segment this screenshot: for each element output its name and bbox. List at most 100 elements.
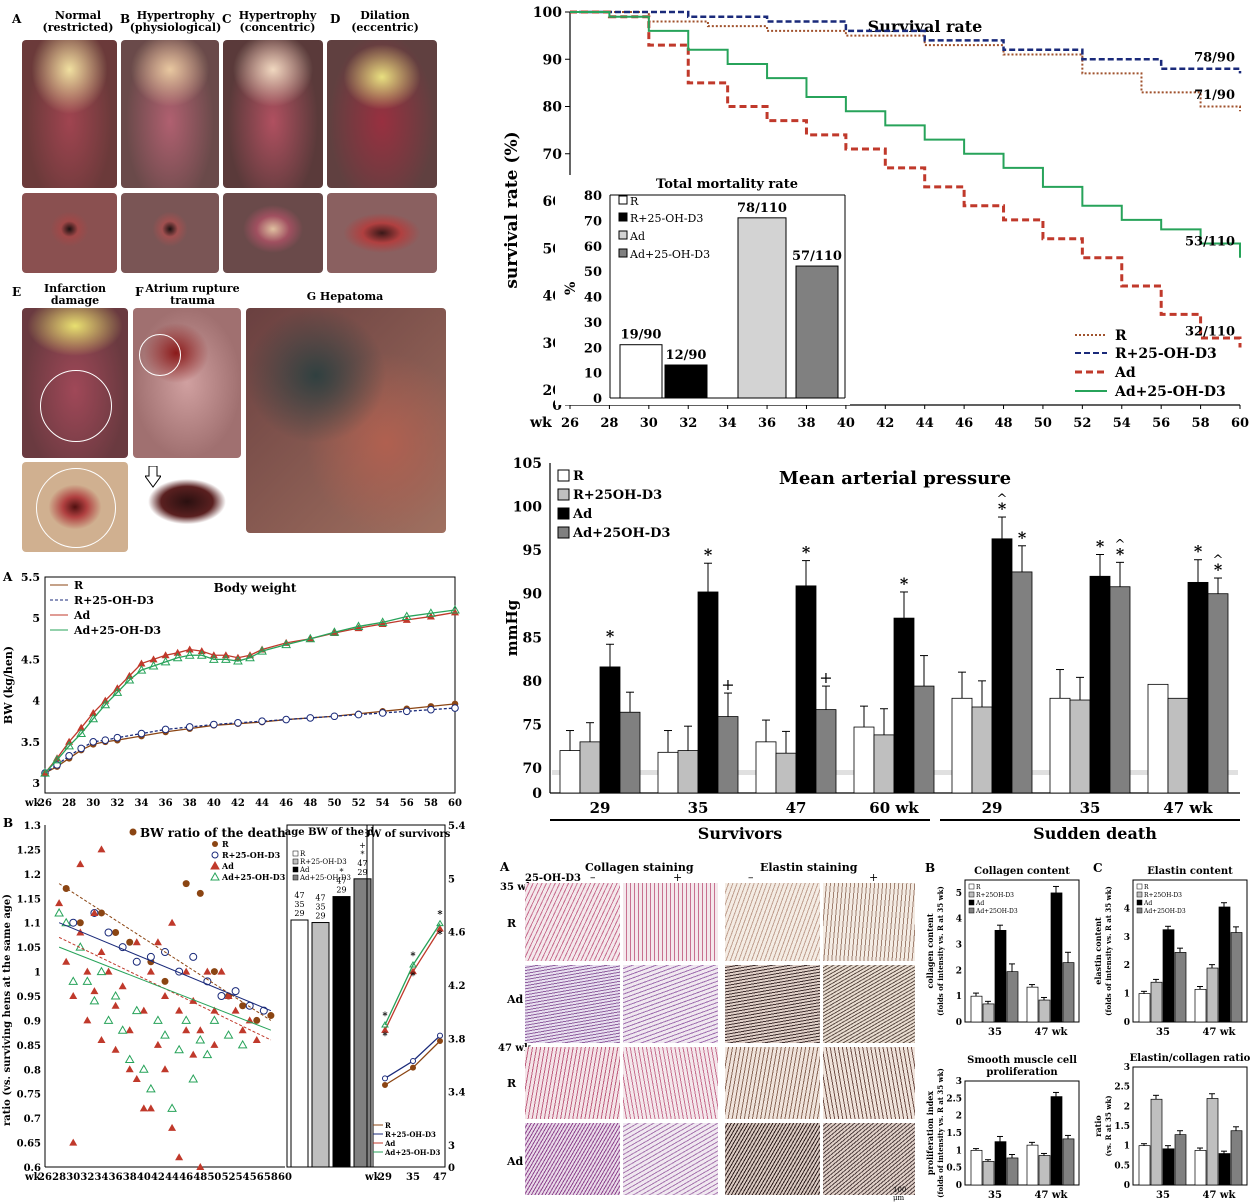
point (132, 1075, 141, 1083)
bar (657, 751, 679, 794)
y-tick-label: 105 (513, 456, 542, 472)
scale-bar-label: 100 μm (893, 1186, 907, 1202)
legend-label-1: R+25-OH-D3 (300, 858, 347, 866)
staining-panel-letter: A (500, 860, 510, 874)
point (168, 1123, 177, 1131)
x-tick-label: 46 (955, 416, 973, 431)
y-tick-label: 2 (956, 966, 962, 976)
marker (172, 652, 183, 662)
marker (161, 651, 170, 659)
legend-swatch-0 (968, 883, 975, 890)
inset-bar-3 (795, 265, 839, 399)
marker (77, 723, 86, 731)
plot-frame (366, 824, 446, 1168)
bw-ratio-chart: 0.6 0.65 0.7 0.75 0.8 0.85 0.9 0.95 1 1.05 1.1 1.15… (2, 816, 292, 1183)
bar (1138, 993, 1151, 1023)
inset-y-tick-label: 10 (584, 367, 602, 382)
x-tick-label: 52 (1073, 416, 1091, 431)
point (82, 976, 93, 985)
series-line-1 (570, 10, 1242, 74)
inset-legend-label-3: Ad+25-OH-D3 (629, 248, 710, 261)
legend-label-0: R (976, 884, 981, 891)
x-tick-label: 36 (109, 1172, 123, 1183)
y-tick-label: 0.85 (17, 1041, 41, 1052)
marker (185, 723, 194, 731)
y-tick-label: 3.4 (448, 1088, 465, 1099)
bar (1150, 1098, 1163, 1186)
panel-letter: B (925, 861, 935, 875)
y-tick-label: 5 (32, 612, 40, 625)
marker (148, 660, 159, 670)
bar-2 (332, 896, 351, 1168)
y-tick-label: 4.5 (21, 653, 40, 666)
x-tick-label: 26 (38, 1172, 52, 1183)
marker (382, 1082, 388, 1088)
x-tick-label: 26 (561, 416, 579, 431)
point (55, 899, 64, 907)
point (146, 1083, 156, 1093)
y-axis-label: BW (kg/hen) (2, 646, 15, 724)
row-r-label-1: R (507, 917, 517, 930)
elastin-35-r-plus (823, 883, 915, 961)
point (126, 938, 134, 946)
legend-label-3: Ad+25OH-D3 (572, 526, 670, 541)
x-tick-label: 52 (222, 1172, 236, 1183)
y-tick-label: 1.1 (24, 919, 41, 930)
collagen-47-ad-minus (525, 1123, 620, 1195)
point (253, 1016, 261, 1024)
bar (579, 741, 601, 794)
legend-label-3: Ad+25-OH-D3 (384, 1148, 441, 1157)
inset-y-tick-label: 80 (584, 189, 602, 204)
heart-photo-atrium-rupture (133, 308, 241, 458)
marker (381, 1021, 389, 1028)
y-tick-label: 1 (34, 968, 41, 979)
y-tick-label: 0 (1124, 1018, 1130, 1028)
y-tick-label: 1 (1124, 990, 1130, 1000)
y-tick-label: 70 (543, 147, 563, 163)
x-tick-label: 34 (135, 798, 149, 809)
elastin-47-ad-plus (823, 1123, 915, 1195)
week-47-label: 47 wk (498, 1043, 531, 1054)
bar (970, 1149, 983, 1186)
series-end-label-1: 78/90 (1194, 50, 1235, 65)
legend-swatch-1 (557, 488, 570, 501)
bar (717, 716, 739, 794)
group-label: 47 wk (1035, 1190, 1069, 1200)
sig-star: * (382, 1011, 388, 1022)
inset-bar-1 (664, 364, 708, 399)
marker (101, 736, 110, 744)
sig-star: * (998, 499, 1007, 518)
inset-legend-label-2: Ad (629, 230, 645, 243)
point (69, 918, 78, 927)
sig-star: * (900, 574, 909, 593)
point (125, 1065, 134, 1073)
point (83, 967, 92, 975)
x-tick-label: 32 (80, 1172, 94, 1183)
x-tick-label: 38 (797, 416, 815, 431)
x-tick-label: 60 (448, 798, 462, 809)
sig-star: * (1096, 537, 1105, 556)
legend-label-2: Ad (1143, 900, 1152, 907)
x-tick-label: 54 (1113, 416, 1131, 431)
bar-label-2: * (340, 868, 344, 877)
bar-1 (311, 922, 330, 1168)
y-tick-label: 95 (523, 543, 542, 559)
group-label: 47 wk (1035, 1027, 1069, 1038)
chart-title: Mean arterial pressure (779, 468, 1011, 489)
y-tick-label: 70 (523, 761, 543, 777)
marker (378, 709, 387, 717)
panel-b-title: Hypertrophy (physiological) (129, 9, 222, 34)
group-label: 35 (988, 1027, 1002, 1038)
marker (436, 925, 444, 932)
point (174, 1044, 184, 1054)
marker (161, 725, 170, 734)
row-r-label-2: R (507, 1077, 517, 1090)
x-tick-label: 54 (236, 1172, 250, 1183)
inset-y-tick-label: 40 (584, 291, 602, 306)
bar-label-2: 29 (336, 886, 346, 895)
y-axis-label: ratio (1093, 1115, 1103, 1137)
bar (1218, 1153, 1231, 1186)
inset-bar-label-3: 57/110 (792, 249, 842, 264)
row-ad-label-2: Ad (507, 1155, 524, 1168)
y-tick-label: 1 (956, 1146, 962, 1156)
